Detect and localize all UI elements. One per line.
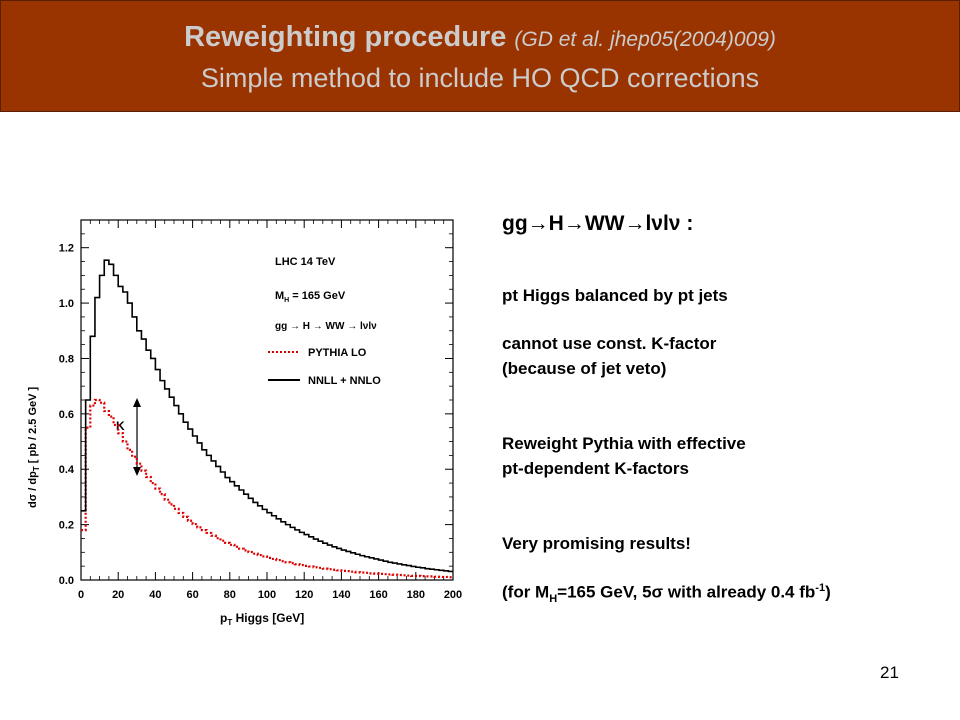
y-tick-label: 0.6 xyxy=(59,409,74,421)
x-axis-label: pT Higgs [GeV] xyxy=(220,611,304,627)
notes-line-2: cannot use const. K-factor xyxy=(502,334,717,353)
page-number: 21 xyxy=(880,663,899,682)
x-tick-label: 120 xyxy=(295,589,313,601)
pt-higgs-chart: 0 20 40 60 80 100 120 140 160 180 200 0.0 0.2 0.4 0.6… xyxy=(20,208,475,638)
x-tick-label: 80 xyxy=(224,589,236,601)
x-tick-label: 200 xyxy=(444,589,462,601)
x-tick-label: 160 xyxy=(369,589,387,601)
y-tick-label: 0.4 xyxy=(59,464,75,476)
slide-header: Reweighting procedure (GD et al. jhep05(2… xyxy=(0,0,960,112)
slide-reference: (GD et al. jhep05(2004)009) xyxy=(514,28,776,51)
y-tick-labels: 0.0 0.2 0.4 0.6 0.8 1.0 1.2 xyxy=(59,243,75,587)
x-tick-labels: 0 20 40 60 80 100 120 140 160 180 200 xyxy=(78,589,462,601)
x-tick-label: 0 xyxy=(78,589,84,601)
x-tick-label: 60 xyxy=(186,589,198,601)
x-tick-label: 180 xyxy=(407,589,425,601)
nnll-nnlo-curve xyxy=(81,259,453,573)
notes-line-3: (because of jet veto) xyxy=(502,359,667,378)
x-tick-label: 40 xyxy=(149,589,161,601)
x-tick-label: 20 xyxy=(112,589,124,601)
legend-energy: LHC 14 TeV xyxy=(275,256,336,268)
y-tick-label: 0.2 xyxy=(59,520,74,532)
legend-pythia-label: PYTHIA LO xyxy=(308,347,367,359)
y-axis-label: dσ / dpT [ pb / 2.5 GeV ] xyxy=(27,386,41,508)
notes-line-6: Very promising results! xyxy=(502,534,691,553)
legend-mass: MH = 165 GeV xyxy=(275,290,346,304)
legend-nnll-label: NNLL + NNLO xyxy=(308,375,381,387)
notes-line-1: pt Higgs balanced by pt jets xyxy=(502,286,728,305)
k-annotation: K xyxy=(116,419,125,433)
x-tick-label: 140 xyxy=(332,589,350,601)
y-tick-label: 0.8 xyxy=(59,353,74,365)
notes-result-line: (for MH=165 GeV, 5σ with already 0.4 fb-… xyxy=(502,582,831,606)
y-tick-label: 0.0 xyxy=(59,575,74,587)
axis-ticks xyxy=(80,220,454,581)
slide-title: Reweighting procedure xyxy=(184,21,507,53)
y-tick-label: 1.2 xyxy=(59,243,74,255)
legend-process: gg → H → WW → lνlν xyxy=(275,321,377,332)
pythia-lo-curve xyxy=(81,398,453,579)
notes-line-5: pt-dependent K-factors xyxy=(502,459,689,478)
slide-subtitle: Simple method to include HO QCD correcti… xyxy=(200,63,760,93)
chart-svg: 0 20 40 60 80 100 120 140 160 180 200 0.0 0.2 0.4 0.6… xyxy=(27,219,462,627)
notes-heading: gg→H→WW→lνlν : xyxy=(502,212,694,235)
x-tick-label: 100 xyxy=(258,589,276,601)
y-tick-label: 1.0 xyxy=(59,298,74,310)
title-line: Reweighting procedure (GD et al. jhep05(2… xyxy=(1,21,959,54)
notes-line-4: Reweight Pythia with effective xyxy=(502,434,746,453)
